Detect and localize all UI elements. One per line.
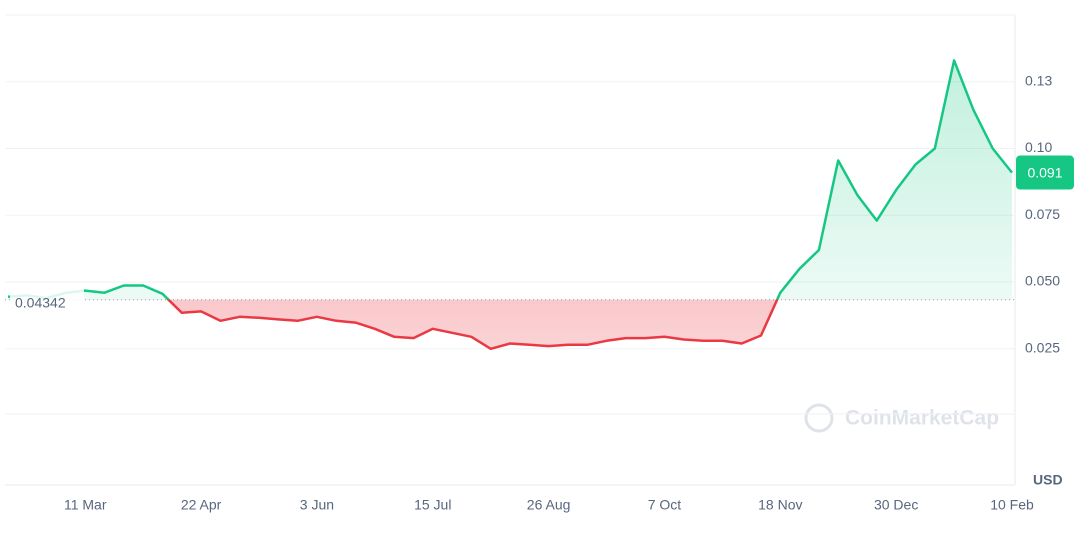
baseline-label: 0.04342: [15, 294, 66, 310]
currency-label: USD: [1033, 472, 1063, 488]
baseline-label-bg: [10, 289, 84, 310]
x-tick-label: 26 Aug: [527, 497, 571, 513]
watermark-text: CoinMarketCap: [845, 407, 999, 430]
watermark: CoinMarketCap: [804, 403, 999, 433]
x-tick-label: 18 Nov: [758, 497, 802, 513]
watermark-logo: [804, 403, 834, 433]
x-tick-label: 22 Apr: [181, 497, 222, 513]
price-line: [7, 59, 1013, 351]
x-tick-label: 15 Jul: [414, 497, 451, 513]
x-tick-label: 7 Oct: [648, 497, 682, 513]
y-tick-label: 0.050: [1025, 273, 1060, 289]
price-badge-label: 0.091: [1027, 164, 1062, 180]
price-badge: [1016, 155, 1074, 190]
x-tick-label: 3 Jun: [300, 497, 334, 513]
y-tick-label: 0.13: [1025, 72, 1052, 88]
y-tick-label: 0.075: [1025, 206, 1060, 222]
y-tick-label: 0.025: [1025, 340, 1060, 356]
area-fill: [8, 60, 1012, 349]
x-tick-label: 10 Feb: [990, 497, 1034, 513]
y-tick-label: 0.10: [1025, 139, 1052, 155]
x-tick-label: 30 Dec: [874, 497, 918, 513]
x-tick-label: 11 Mar: [64, 497, 107, 513]
